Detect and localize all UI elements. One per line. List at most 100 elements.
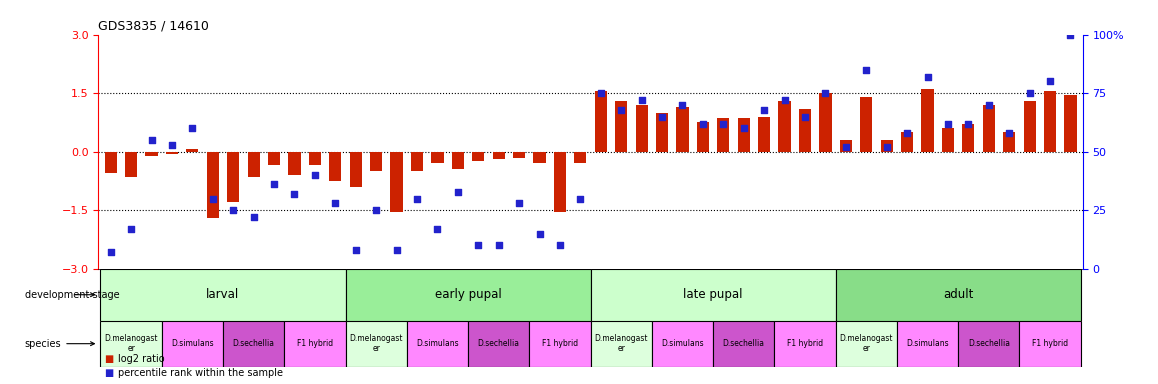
Bar xyxy=(778,101,791,152)
Point xyxy=(776,97,794,103)
Point xyxy=(836,144,855,150)
Bar xyxy=(897,321,958,367)
Text: ■: ■ xyxy=(104,368,113,378)
Bar xyxy=(223,321,284,367)
Point xyxy=(980,102,998,108)
Bar xyxy=(162,321,223,367)
Point xyxy=(142,137,161,143)
Point xyxy=(102,249,120,255)
Point xyxy=(1061,31,1079,38)
Text: D.melanogast
er: D.melanogast er xyxy=(350,334,403,353)
Text: adult: adult xyxy=(943,288,974,301)
Point xyxy=(490,242,508,248)
Bar xyxy=(125,152,138,177)
Bar xyxy=(186,149,198,152)
Point xyxy=(265,181,284,187)
Text: species: species xyxy=(24,339,95,349)
Point xyxy=(408,195,426,202)
Text: F1 hybrid: F1 hybrid xyxy=(542,339,578,348)
Point xyxy=(857,67,875,73)
Bar xyxy=(284,321,345,367)
Bar xyxy=(713,321,775,367)
Bar xyxy=(431,152,444,164)
Text: D.melanogast
er: D.melanogast er xyxy=(594,334,648,353)
Bar xyxy=(758,117,770,152)
Bar xyxy=(717,119,730,152)
Point xyxy=(204,195,222,202)
Bar xyxy=(492,152,505,159)
Point xyxy=(244,214,263,220)
Bar xyxy=(775,321,836,367)
Text: log2 ratio: log2 ratio xyxy=(118,354,164,364)
Bar xyxy=(166,152,178,154)
Bar xyxy=(1043,91,1056,152)
Bar xyxy=(554,152,566,212)
Bar xyxy=(406,321,468,367)
Point xyxy=(285,191,303,197)
Bar xyxy=(468,321,529,367)
Bar xyxy=(1003,132,1016,152)
Text: F1 hybrid: F1 hybrid xyxy=(296,339,334,348)
Bar xyxy=(329,152,342,181)
Point xyxy=(1041,78,1060,84)
Bar xyxy=(591,269,836,321)
Point xyxy=(897,130,916,136)
Bar xyxy=(206,152,219,218)
Bar xyxy=(820,93,831,152)
Point xyxy=(959,121,977,127)
Bar xyxy=(267,152,280,166)
Bar xyxy=(574,152,586,164)
Bar xyxy=(472,152,484,161)
Bar xyxy=(529,321,591,367)
Bar xyxy=(595,91,607,152)
Bar xyxy=(248,152,259,177)
Point xyxy=(1020,90,1039,96)
Point xyxy=(223,207,242,214)
Bar xyxy=(799,109,811,152)
Bar xyxy=(101,321,162,367)
Point xyxy=(939,121,958,127)
Text: development stage: development stage xyxy=(24,290,119,300)
Point xyxy=(327,200,345,206)
Text: D.simulans: D.simulans xyxy=(416,339,459,348)
Point xyxy=(1001,130,1019,136)
Text: D.melanogast
er: D.melanogast er xyxy=(104,334,157,353)
Text: ■: ■ xyxy=(104,354,113,364)
Point xyxy=(510,200,528,206)
Text: D.simulans: D.simulans xyxy=(171,339,214,348)
Point xyxy=(592,90,610,96)
Bar xyxy=(345,269,591,321)
Bar xyxy=(345,321,406,367)
Point xyxy=(183,125,201,131)
Point xyxy=(694,121,712,127)
Bar xyxy=(652,321,713,367)
Bar xyxy=(655,113,668,152)
Bar xyxy=(1019,321,1080,367)
Point xyxy=(162,142,181,148)
Bar xyxy=(104,152,117,173)
Point xyxy=(551,242,570,248)
Point xyxy=(346,247,365,253)
Bar xyxy=(534,152,545,164)
Bar xyxy=(146,152,157,156)
Point xyxy=(796,114,814,120)
Bar xyxy=(288,152,301,175)
Bar xyxy=(227,152,240,202)
Point xyxy=(428,226,447,232)
Text: D.simulans: D.simulans xyxy=(661,339,704,348)
Bar xyxy=(697,122,709,152)
Text: F1 hybrid: F1 hybrid xyxy=(787,339,823,348)
Bar xyxy=(836,269,1080,321)
Bar xyxy=(922,89,933,152)
Point xyxy=(367,207,386,214)
Bar xyxy=(901,132,914,152)
Text: late pupal: late pupal xyxy=(683,288,742,301)
Bar xyxy=(350,152,361,187)
Point xyxy=(448,189,467,195)
Point xyxy=(122,226,140,232)
Point xyxy=(571,195,589,202)
Point xyxy=(632,97,651,103)
Point xyxy=(734,125,753,131)
Bar xyxy=(836,321,897,367)
Point xyxy=(653,114,672,120)
